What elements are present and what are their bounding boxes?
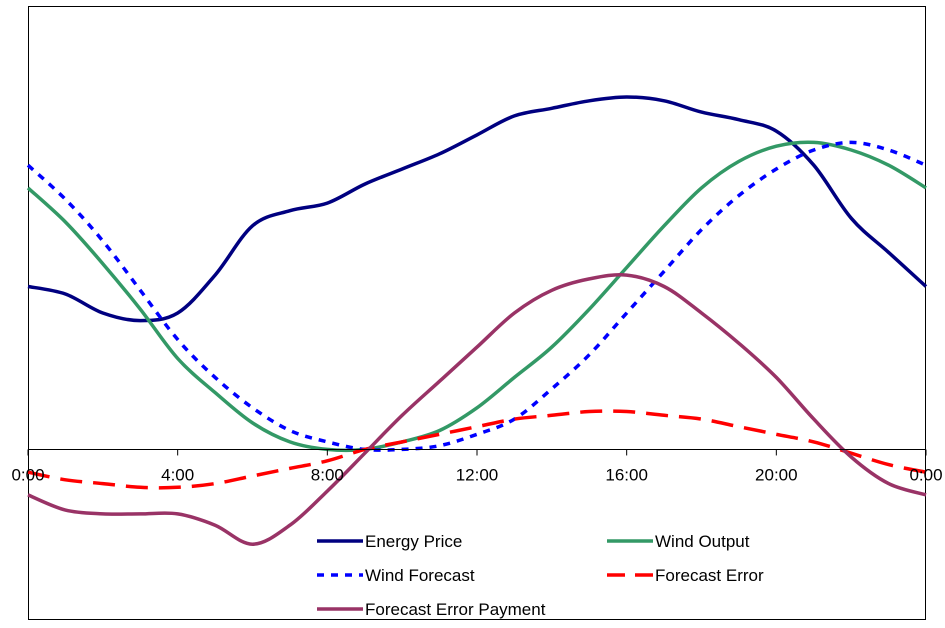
x-tick-label: 20:00 [755, 465, 798, 484]
legend-label-energy-price: Energy Price [365, 532, 462, 551]
series-layer [26, 95, 928, 546]
legend-label-wind-forecast: Wind Forecast [365, 566, 475, 585]
x-axis: 0:00 4:00 8:00 12:00 16:00 20:00 0:00 [11, 448, 943, 484]
legend-label-wind-output: Wind Output [655, 532, 750, 551]
legend-label-forecast-error: Forecast Error [655, 566, 764, 585]
x-tick-label: 16:00 [605, 465, 648, 484]
x-tick-label: 12:00 [456, 465, 499, 484]
series-line-forecast-error-payment [27, 273, 927, 546]
series-line-energy-price [27, 95, 928, 323]
legend-label-forecast-error-payment: Forecast Error Payment [365, 600, 546, 619]
x-tick-label: 8:00 [311, 465, 344, 484]
x-tick-label: 0:00 [11, 465, 44, 484]
x-tick-label: 4:00 [161, 465, 194, 484]
series-line-forecast-error [27, 409, 927, 490]
legend: Energy Price Wind Output Wind Forecast Fore… [317, 532, 764, 619]
x-tick-label: 0:00 [909, 465, 942, 484]
series-line-wind-forecast [26, 140, 927, 452]
series-line-wind-output [26, 140, 927, 453]
